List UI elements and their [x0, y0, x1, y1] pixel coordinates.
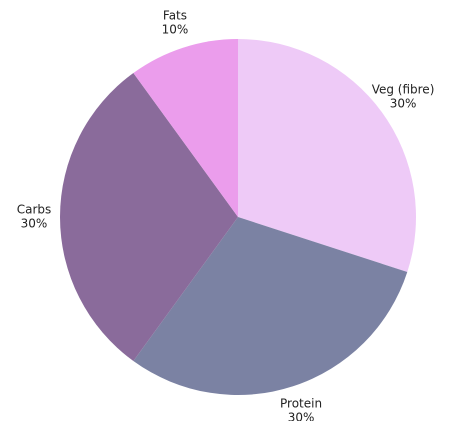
- pie-slice: [59, 72, 239, 362]
- slice-value-label: 30%: [21, 217, 48, 231]
- slice-label: Fats: [163, 8, 187, 22]
- slice-value-label: 30%: [390, 97, 417, 111]
- slice-label: Carbs: [17, 203, 52, 217]
- pie-slice: [238, 39, 416, 273]
- slice-label: Veg (fibre): [372, 83, 435, 97]
- slice-label: Protein: [280, 397, 322, 411]
- pie-slice: [133, 39, 238, 217]
- slice-value-label: 10%: [162, 22, 189, 36]
- slice-value-label: 30%: [288, 411, 315, 421]
- pie-slice: [133, 217, 408, 395]
